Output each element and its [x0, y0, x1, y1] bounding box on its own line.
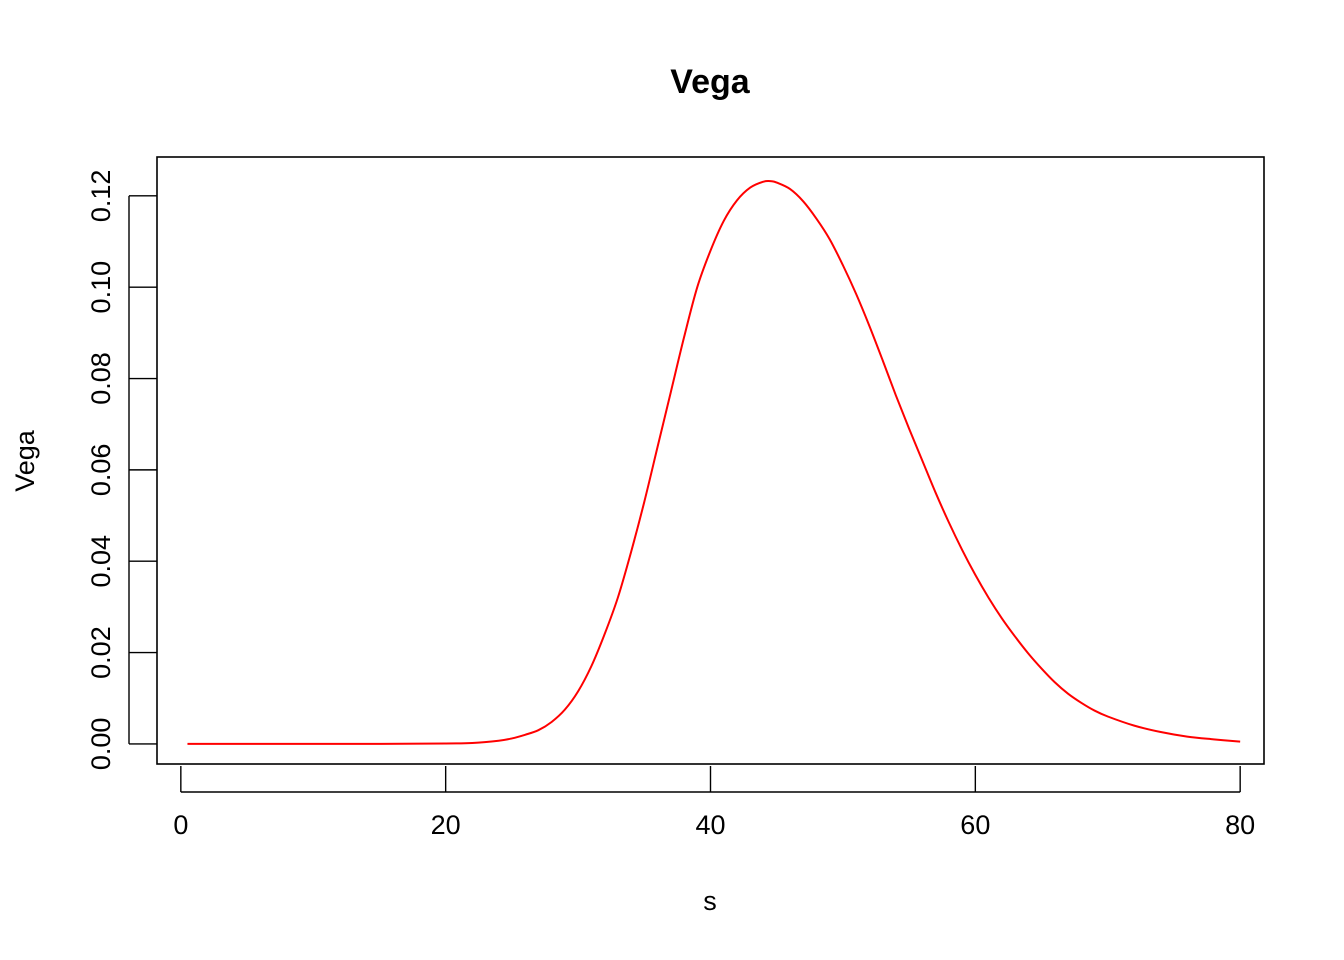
- x-tick-label: 80: [1225, 810, 1255, 840]
- y-tick-label: 0.00: [86, 718, 116, 771]
- x-tick-label: 40: [695, 810, 725, 840]
- chart-title: Vega: [670, 63, 750, 101]
- x-tick-label: 60: [960, 810, 990, 840]
- y-axis: 0.00 0.02 0.04 0.06 0.08 0.10 0.12: [86, 170, 157, 771]
- x-axis-label: s: [703, 886, 717, 916]
- y-axis-label: Vega: [10, 429, 40, 492]
- x-tick-label: 0: [173, 810, 188, 840]
- vega-curve: [187, 179, 1241, 745]
- x-axis: 0 20 40 60 80: [173, 766, 1255, 840]
- y-tick-label: 0.12: [86, 170, 116, 223]
- y-tick-label: 0.04: [86, 535, 116, 588]
- y-tick-label: 0.02: [86, 626, 116, 679]
- x-tick-label: 20: [431, 810, 461, 840]
- y-tick-label: 0.06: [86, 444, 116, 497]
- y-tick-label: 0.10: [86, 261, 116, 314]
- y-tick-label: 0.08: [86, 352, 116, 405]
- plot-frame: [156, 156, 1265, 765]
